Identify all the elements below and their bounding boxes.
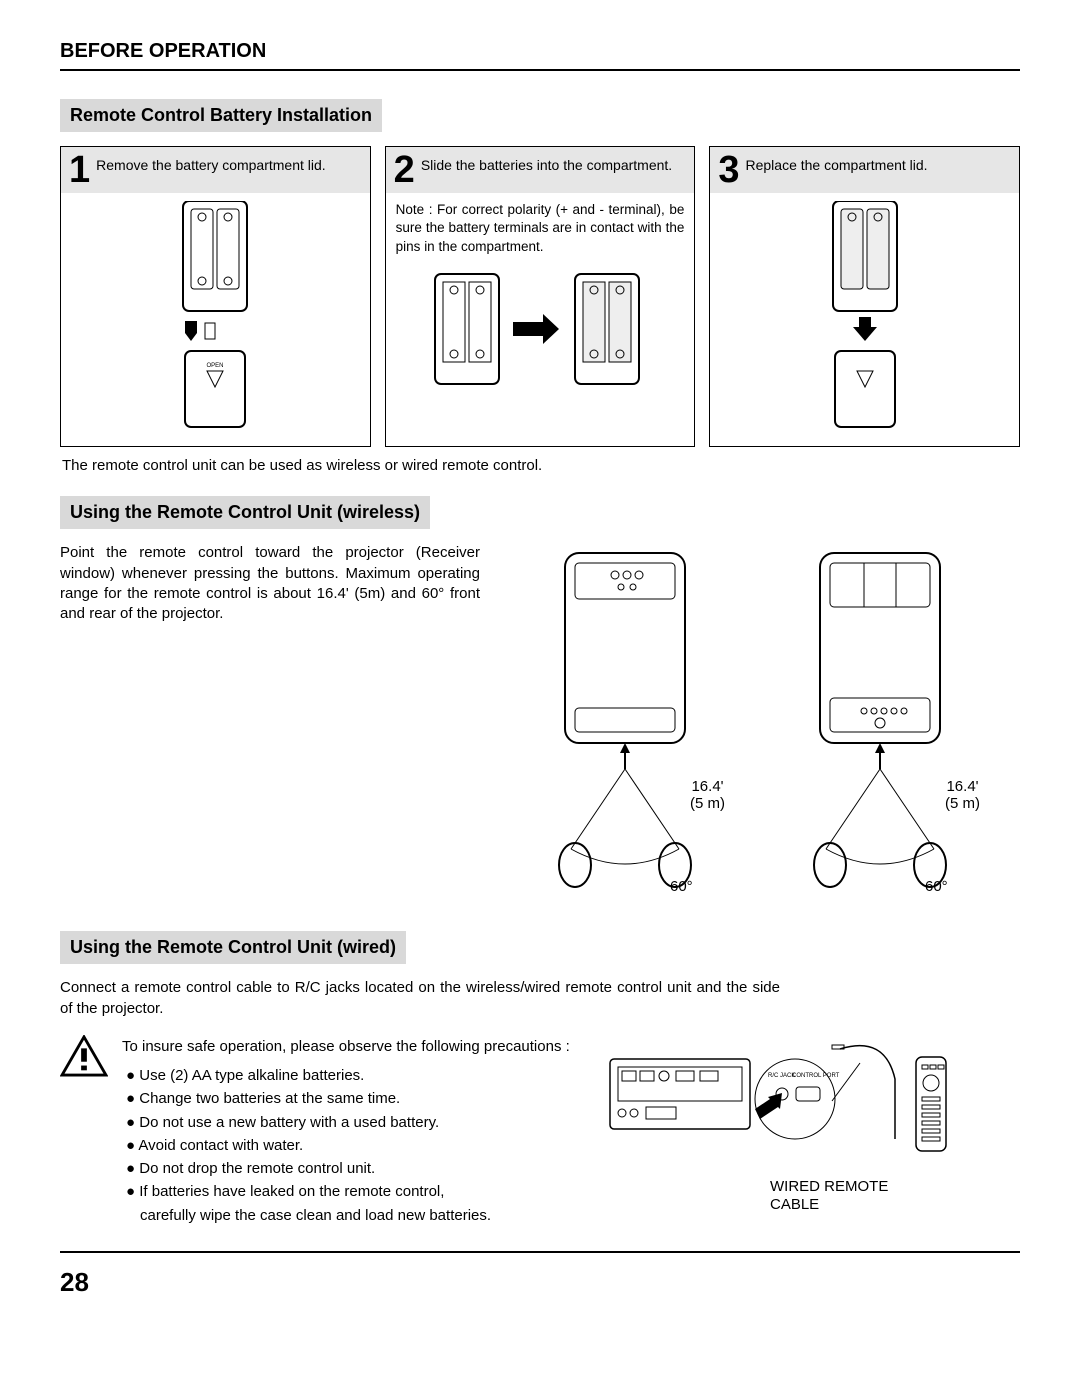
precaution-list: To insure safe operation, please observe… [122, 1035, 570, 1227]
precaution-item: Do not use a new battery with a used bat… [126, 1111, 570, 1134]
step-box-2: 2 Slide the batteries into the compartme… [385, 146, 696, 447]
warning-icon [60, 1035, 108, 1082]
step-number-3: 3 [718, 153, 739, 187]
step-header-3: 3 Replace the compartment lid. [710, 147, 1019, 193]
wired-row: To insure safe operation, please observe… [60, 1029, 1020, 1227]
step-body-3 [710, 193, 1019, 446]
battery-diagram-1: OPEN [155, 201, 275, 436]
wireless-row: Point the remote control toward the proj… [60, 543, 1020, 903]
section-heading-wired: Using the Remote Control Unit (wired) [60, 931, 406, 964]
precaution-item: If batteries have leaked on the remote c… [126, 1180, 570, 1203]
precaution-item: Avoid contact with water. [126, 1134, 570, 1157]
step-text-1: Remove the battery compartment lid. [96, 153, 326, 175]
wired-cable-label: WIRED REMOTE CABLE [770, 1178, 1020, 1214]
step-note: Note : For correct polarity (+ and - ter… [396, 201, 685, 256]
step-body-1: OPEN [61, 193, 370, 446]
step-header-1: 1 Remove the battery compartment lid. [61, 147, 370, 193]
battery-steps-row: 1 Remove the battery compartment lid. [60, 146, 1020, 447]
step-body-2: Note : For correct polarity (+ and - ter… [386, 193, 695, 409]
step-text-2: Slide the batteries into the compartment… [421, 153, 672, 175]
distance-label-rear: 16.4'(5 m) [945, 778, 980, 812]
battery-diagram-3 [805, 201, 925, 436]
wired-figure: R/C JACK CONTROL PORT WIRED REMOTE CABLE [600, 1029, 1020, 1214]
section-heading-battery: Remote Control Battery Installation [60, 99, 382, 132]
angle-label-front: 60° [670, 878, 693, 895]
projector-front-figure: 16.4'(5 m) 60° [525, 543, 750, 903]
wired-body: Connect a remote control cable to R/C ja… [60, 978, 780, 1019]
svg-text:CONTROL PORT: CONTROL PORT [792, 1073, 840, 1079]
page-number: 28 [60, 1267, 1020, 1298]
step-box-3: 3 Replace the compartment lid. [709, 146, 1020, 447]
step-note-text: For correct polarity (+ and - terminal),… [396, 202, 685, 253]
projector-rear-figure: 16.4'(5 m) 60° [780, 543, 1005, 903]
step-text-3: Replace the compartment lid. [745, 153, 927, 175]
angle-label-rear: 60° [925, 878, 948, 895]
step-box-1: 1 Remove the battery compartment lid. [60, 146, 371, 447]
precautions-intro: To insure safe operation, please observe… [122, 1035, 570, 1058]
svg-text:OPEN: OPEN [207, 363, 224, 369]
precaution-item: Do not drop the remote control unit. [126, 1157, 570, 1180]
step-note-label: Note : [396, 202, 433, 217]
step-header-2: 2 Slide the batteries into the compartme… [386, 147, 695, 193]
step-number-2: 2 [394, 153, 415, 187]
page-title: BEFORE OPERATION [60, 40, 1020, 71]
wireless-figures: 16.4'(5 m) 60° [510, 543, 1020, 903]
step-number-1: 1 [69, 153, 90, 187]
precaution-item: Use (2) AA type alkaline batteries. [126, 1064, 570, 1087]
battery-diagram-2 [425, 264, 655, 399]
precaution-item: Change two batteries at the same time. [126, 1087, 570, 1110]
wireless-body: Point the remote control toward the proj… [60, 543, 480, 903]
section-heading-wireless: Using the Remote Control Unit (wireless) [60, 496, 430, 529]
precautions-block: To insure safe operation, please observe… [60, 1029, 580, 1227]
precaution-item-cont: carefully wipe the case clean and load n… [122, 1204, 570, 1227]
distance-label-front: 16.4'(5 m) [690, 778, 725, 812]
battery-caption: The remote control unit can be used as w… [62, 457, 1020, 474]
